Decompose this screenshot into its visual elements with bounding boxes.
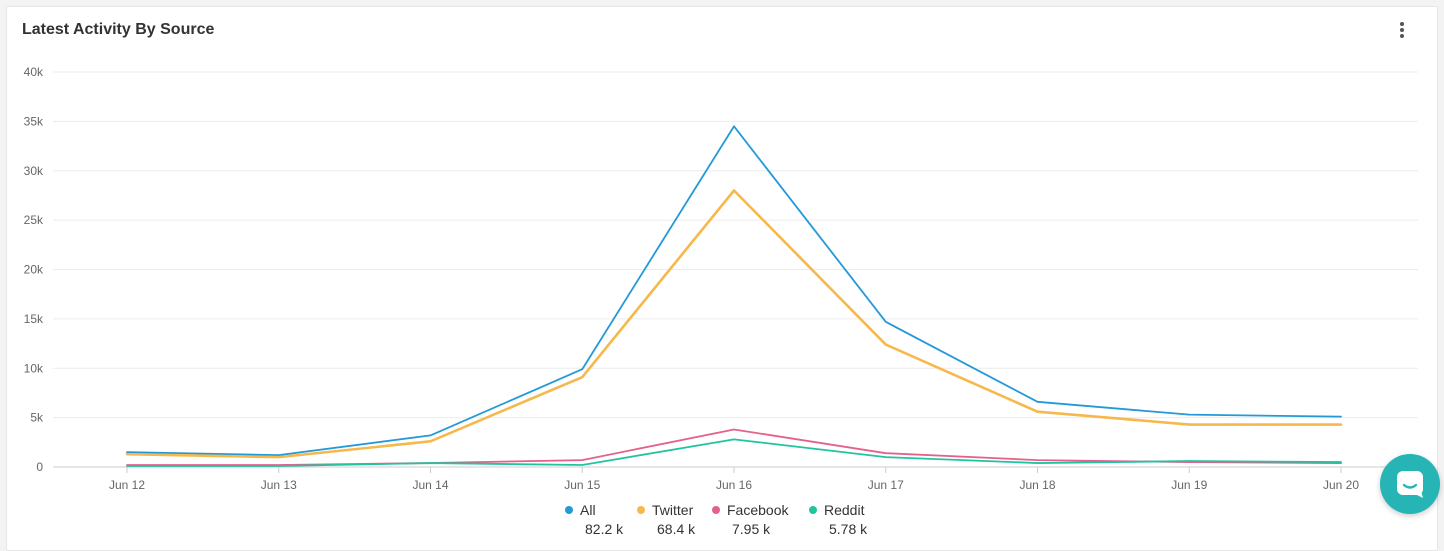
y-axis-ticks: 0 5k 10k 15k 20k 25k 30k 35k 40k	[24, 65, 44, 474]
y-tick-label: 15k	[24, 312, 44, 326]
legend-total: 82.2 k	[585, 521, 624, 537]
menu-dot	[1400, 28, 1404, 32]
y-tick-label: 40k	[24, 65, 44, 79]
series-line-reddit	[126, 438, 1342, 467]
x-tick-label: Jun 19	[1171, 478, 1207, 492]
y-tick-label: 30k	[24, 164, 44, 178]
legend-total: 7.95 k	[732, 521, 771, 537]
series-layer	[125, 125, 1343, 467]
x-tick-label: Jun 12	[109, 478, 145, 492]
x-tick-label: Jun 15	[564, 478, 600, 492]
series-line-twitter	[125, 189, 1343, 459]
legend-total: 5.78 k	[829, 521, 868, 537]
series-line-all	[126, 125, 1342, 457]
legend-item-twitter[interactable]: Twitter 68.4 k	[637, 501, 712, 537]
x-tick-label: Jun 17	[868, 478, 904, 492]
legend-item-reddit[interactable]: Reddit 5.78 k	[809, 501, 889, 537]
legend-item-all[interactable]: All 82.2 k	[565, 501, 637, 537]
menu-dot	[1400, 22, 1404, 26]
legend-total: 68.4 k	[657, 521, 696, 537]
legend-label: Twitter	[652, 502, 694, 518]
legend-label: Reddit	[824, 502, 865, 518]
activity-card: Latest Activity By Source	[6, 6, 1438, 551]
y-tick-label: 25k	[24, 213, 44, 227]
x-tick-label: Jun 14	[412, 478, 448, 492]
x-tick-label: Jun 18	[1019, 478, 1055, 492]
legend-dot-twitter	[637, 506, 645, 514]
legend-item-facebook[interactable]: Facebook 7.95 k	[712, 501, 809, 537]
legend-label: All	[580, 502, 596, 518]
more-vertical-icon[interactable]	[1395, 20, 1409, 40]
chart-legend: All 82.2 k Twitter 68.4 k Facebook 7.95 …	[565, 501, 889, 537]
chat-bubble-icon	[1397, 471, 1423, 498]
legend-dot-all	[565, 506, 573, 514]
y-tick-label: 0	[36, 460, 43, 474]
x-axis-ticks: Jun 12 Jun 13 Jun 14 Jun 15 Jun 16 Jun 17 Jun …	[109, 467, 1359, 492]
x-tick-label: Jun 16	[716, 478, 752, 492]
y-tick-label: 20k	[24, 263, 44, 277]
card-title: Latest Activity By Source	[22, 21, 215, 38]
x-tick-label: Jun 20	[1323, 478, 1359, 492]
series-line-facebook	[126, 428, 1342, 466]
legend-label: Facebook	[727, 502, 789, 518]
grid-layer	[53, 71, 1418, 468]
legend-dot-reddit	[809, 506, 817, 514]
x-tick-label: Jun 13	[261, 478, 297, 492]
menu-dot	[1400, 34, 1404, 38]
y-tick-label: 35k	[24, 114, 44, 128]
legend-dot-facebook	[712, 506, 720, 514]
y-tick-label: 10k	[24, 361, 44, 375]
chat-widget-button[interactable]	[1380, 454, 1440, 514]
y-tick-label: 5k	[30, 411, 44, 425]
